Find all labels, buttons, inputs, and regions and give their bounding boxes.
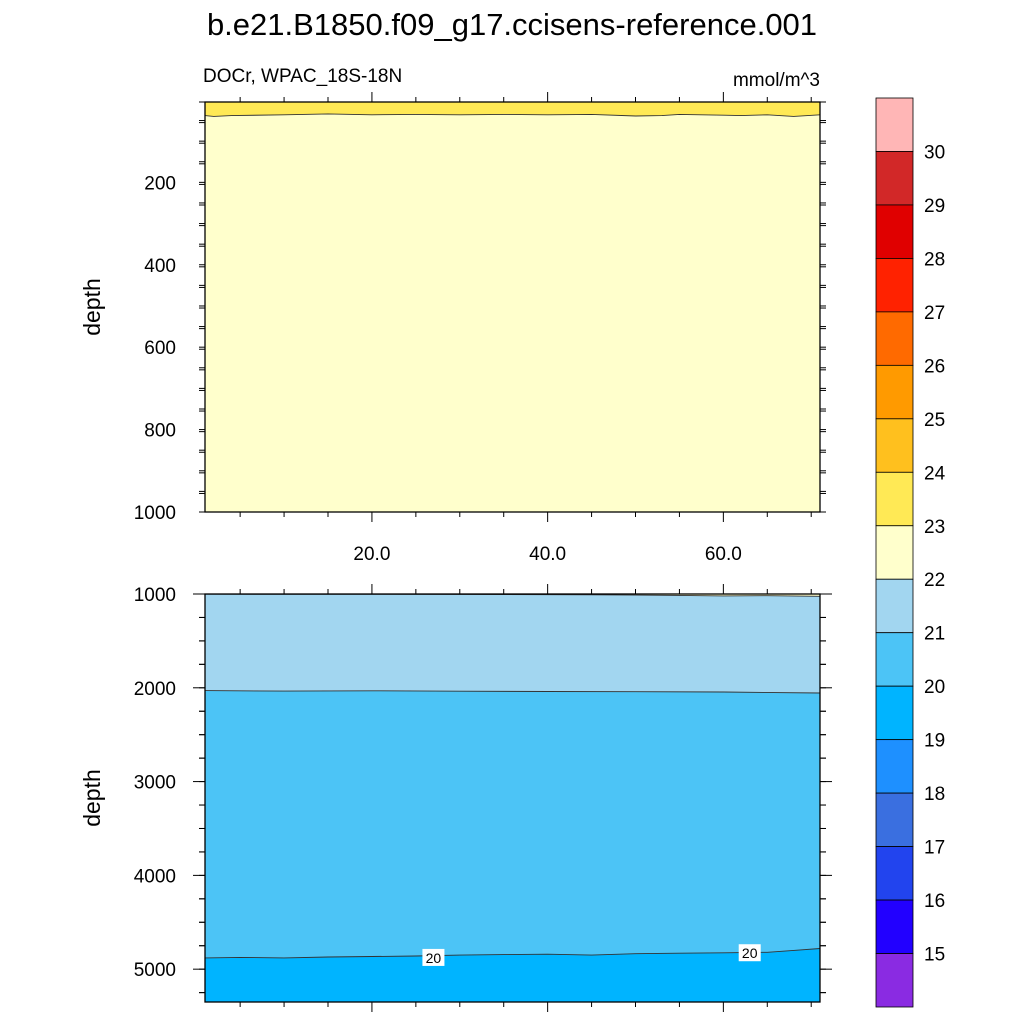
colorbar-label: 26 [924, 356, 945, 377]
colorbar-box [875, 151, 914, 206]
colorbar-label: 15 [924, 945, 945, 966]
u-y-tick-label: 200 [144, 173, 176, 194]
lower-fill-layer [205, 594, 820, 1002]
colorbar-label: 28 [924, 249, 945, 270]
colorbar-label: 17 [924, 838, 945, 859]
lower-y-tick-labels: 1000 2000 3000 4000 5000 [134, 585, 176, 981]
lower-y-axis-label: depth [79, 769, 105, 827]
contour-label-text: 20 [426, 950, 442, 966]
u-contour-line-23 [204, 113, 821, 117]
u-y-tick-label: 800 [144, 421, 176, 442]
colorbar-label: 22 [924, 570, 945, 591]
colorbar-box [875, 311, 914, 366]
u-x-tick-label: 40.0 [529, 544, 566, 565]
upper-contour-lines [204, 113, 821, 117]
l-band-19-20 [205, 948, 820, 1002]
colorbar: 15 16 17 18 19 20 21 22 23 24 25 26 27 28 29 30 [875, 97, 946, 1008]
colorbar-box [875, 899, 914, 954]
colorbar-label: 24 [924, 463, 946, 484]
contour-label-text: 20 [742, 945, 758, 961]
colorbar-box [875, 258, 914, 313]
lower-tick-marks [193, 584, 832, 1012]
u-x-tick-label: 60.0 [705, 544, 742, 565]
upper-y-tick-labels: 200 400 600 800 1000 [134, 173, 176, 524]
colorbar-box [875, 632, 914, 687]
colorbar-label: 19 [924, 731, 945, 752]
l-band-20-21 [205, 690, 820, 958]
colorbar-box [875, 97, 914, 152]
colorbar-box [875, 525, 914, 580]
l-y-tick-label: 5000 [134, 960, 176, 981]
colorbar-box [875, 792, 914, 847]
colorbar-box [875, 685, 914, 741]
u-y-tick-label: 1000 [134, 503, 176, 524]
colorbar-box [875, 418, 914, 473]
colorbar-labels: 15 16 17 18 19 20 21 22 23 24 25 26 27 28 29 30 [924, 142, 946, 965]
contour-label: 20 [422, 948, 445, 966]
l-contour-line-21 [204, 690, 821, 694]
colorbar-label: 30 [924, 142, 945, 163]
u-band-23-24 [205, 102, 820, 117]
lower-contour-labels: 20 20 [422, 944, 761, 966]
colorbar-label: 27 [924, 303, 945, 324]
l-y-tick-label: 1000 [134, 585, 176, 606]
l-y-tick-label: 3000 [134, 773, 176, 794]
colorbar-box [875, 204, 914, 259]
l-y-tick-label: 2000 [134, 679, 176, 700]
upper-tick-marks [199, 92, 826, 522]
u-band-22-23 [205, 113, 820, 513]
colorbar-label: 16 [924, 891, 945, 912]
contour-label-box [738, 944, 761, 962]
colorbar-label: 23 [924, 517, 945, 538]
u-x-tick-label: 20.0 [353, 544, 390, 565]
contour-label-box [422, 948, 445, 966]
upper-y-axis-label: depth [79, 278, 105, 336]
chart-subtitle-left: DOCr, WPAC_18S-18N [203, 66, 402, 87]
colorbar-label: 25 [924, 410, 945, 431]
colorbar-label: 21 [924, 624, 945, 645]
chart-units: mmol/m^3 [733, 70, 820, 91]
colorbar-box [875, 471, 914, 527]
upper-plot-frame [204, 101, 821, 513]
colorbar-box [875, 578, 914, 634]
lower-plot-frame [204, 593, 821, 1003]
colorbar-box [875, 739, 914, 794]
colorbar-box [875, 364, 914, 420]
u-y-tick-label: 400 [144, 256, 176, 277]
contour-label: 20 [738, 944, 761, 962]
l-y-tick-label: 4000 [134, 866, 176, 887]
upper-fill-layer [205, 102, 820, 513]
upper-panel: 200 400 600 800 1000 20.0 40.0 60.0 depth [79, 92, 826, 565]
chart-title: b.e21.B1850.f09_g17.ccisens-reference.00… [207, 7, 817, 42]
colorbar-label: 29 [924, 196, 945, 217]
l-band-21-22 [205, 594, 820, 693]
colorbar-box [875, 846, 914, 901]
colorbar-label: 20 [924, 677, 945, 698]
u-y-tick-label: 600 [144, 338, 176, 359]
upper-x-tick-labels: 20.0 40.0 60.0 [353, 544, 741, 565]
colorbar-label: 18 [924, 784, 945, 805]
colorbar-boxes [875, 97, 914, 1008]
colorbar-box [875, 953, 914, 1008]
